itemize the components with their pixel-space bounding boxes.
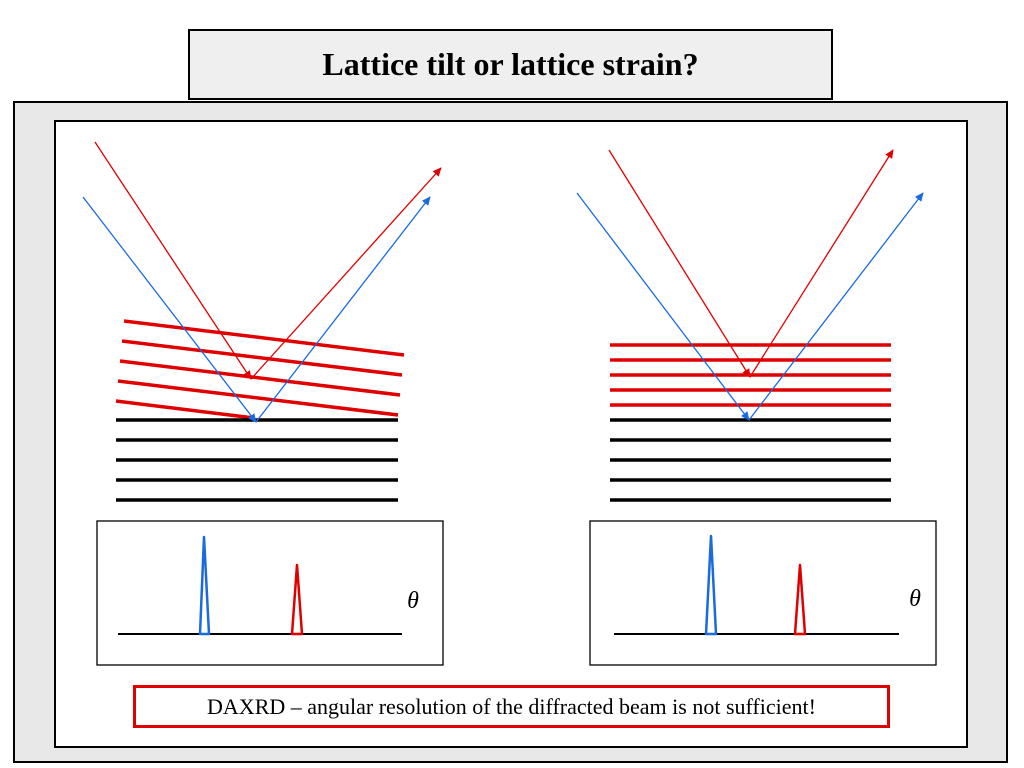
red-diffracted-beam [749,149,894,378]
left-intensity-plot: θ [96,520,444,666]
blue-peak [198,535,211,636]
theta-axis-label: θ [407,588,419,614]
tilted-plane-4 [117,379,399,417]
left-beams [82,141,442,423]
red-peak [793,563,807,636]
plot-frame [589,520,937,666]
blue-incident-beam [82,196,257,423]
theta-axis-label: θ [909,586,921,612]
tilted-plane-3 [119,359,401,397]
red-incident-beam [94,141,252,380]
blue-peak [704,534,718,636]
blue-diffracted-beam [255,196,431,423]
tilted-plane-2 [121,339,403,377]
title-box: Lattice tilt or lattice strain? [188,29,833,100]
left-reference-lattice [116,418,398,502]
right-intensity-plot: θ [589,520,937,666]
caption-box: DAXRD – angular resolution of the diffra… [133,685,890,728]
page-title: Lattice tilt or lattice strain? [322,46,699,82]
tilted-plane-5 [115,399,255,420]
blue-incident-beam [576,192,750,421]
tilted-plane-1 [123,319,405,357]
caption-text: DAXRD – angular resolution of the diffra… [207,693,816,719]
plot-frame [96,520,444,666]
red-diffracted-beam [250,167,442,380]
red-incident-beam [608,149,751,378]
left-tilted-lattice [115,319,405,420]
right-beams [576,149,924,421]
right-reference-lattice [610,418,891,502]
blue-diffracted-beam [748,192,924,421]
red-peak [290,563,304,636]
